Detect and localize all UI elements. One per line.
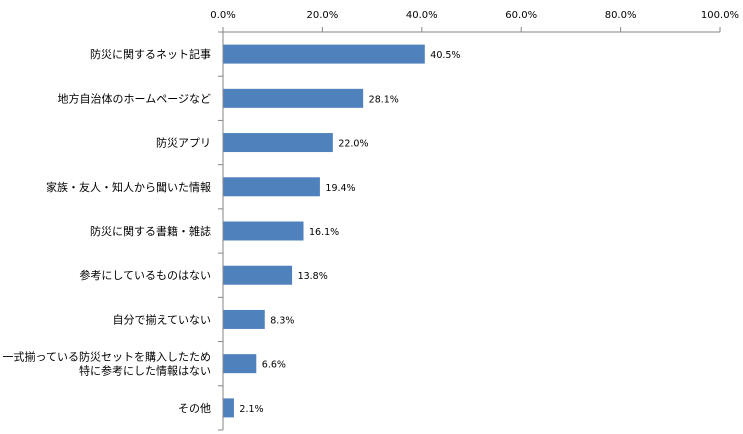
x-tick-label: 0.0%: [210, 10, 235, 21]
label-layer: 防災に関するネット記事 40.5% 地方自治体のホームページなど 28.1% 防災アプリ…: [3, 47, 461, 415]
category-label: 特に参考にした情報はない: [79, 364, 211, 378]
category-label: 自分で揃えていない: [113, 313, 211, 326]
bar: [223, 354, 257, 374]
x-tick-label: 100.0%: [701, 10, 739, 21]
x-tick-label: 60.0%: [505, 10, 537, 21]
category-label: 家族・友人・知人から聞いた情報: [46, 180, 211, 194]
bar: [223, 309, 265, 329]
category-label: 防災に関するネット記事: [90, 47, 211, 61]
category-label: 防災に関する書籍・雑誌: [90, 224, 211, 238]
bar: [223, 265, 293, 285]
value-label: 28.1%: [369, 94, 399, 105]
value-label: 2.1%: [239, 404, 263, 415]
bar: [223, 177, 320, 197]
value-label: 40.5%: [430, 50, 460, 61]
bar-layer: [223, 44, 425, 418]
category-label: 一式揃っている防災セットを購入したため: [3, 350, 211, 364]
value-label: 22.0%: [338, 139, 368, 150]
axis-layer: 0.0% 20.0% 40.0% 60.0% 80.0% 100.0%: [210, 10, 739, 431]
value-label: 13.8%: [298, 271, 328, 282]
bar: [223, 221, 304, 241]
category-label: 防災アプリ: [156, 136, 211, 150]
x-tick-label: 20.0%: [307, 10, 339, 21]
x-tick-label: 40.0%: [406, 10, 438, 21]
bar: [223, 88, 364, 108]
category-label: 地方自治体のホームページなど: [58, 91, 211, 105]
value-label: 19.4%: [325, 183, 355, 194]
category-label: 参考にしているものはない: [79, 268, 211, 282]
bar: [223, 398, 234, 418]
x-tick-label: 80.0%: [605, 10, 637, 21]
bar: [223, 44, 425, 64]
value-label: 6.6%: [262, 360, 286, 371]
bar: [223, 133, 333, 153]
value-label: 16.1%: [309, 227, 339, 238]
value-label: 8.3%: [270, 315, 294, 326]
category-label: その他: [178, 402, 211, 415]
